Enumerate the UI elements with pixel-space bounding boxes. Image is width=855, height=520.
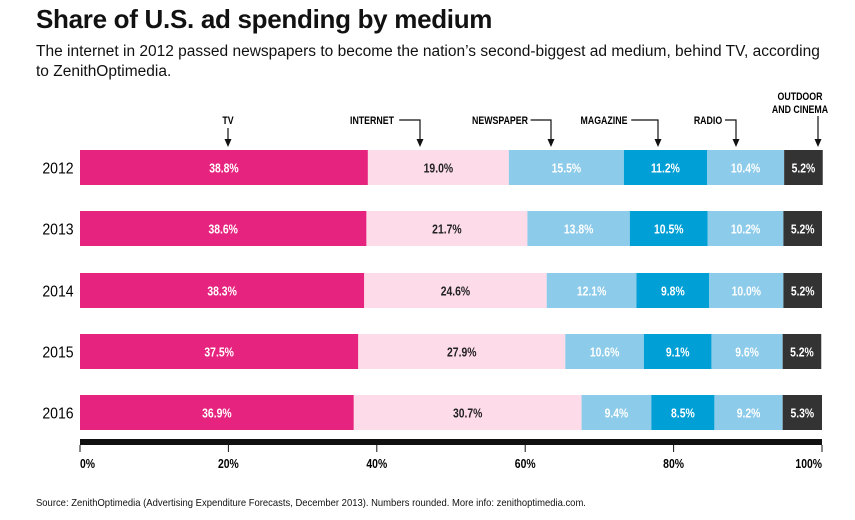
value-label: 11.2% [651, 161, 680, 175]
arrow-line [631, 119, 659, 140]
legend-label-radio: RADIO [694, 115, 723, 127]
arrow-head-icon [547, 139, 555, 147]
year-label: 2016 [42, 405, 73, 423]
bar-segment-magazine [636, 273, 710, 308]
bar-segment-outdoor-and-cinema [783, 211, 822, 246]
value-label: 37.5% [204, 345, 234, 359]
bar-segment-radio [709, 273, 784, 308]
value-label: 5.2% [791, 284, 815, 298]
bar-segment-radio [714, 395, 783, 430]
value-label: 5.2% [791, 222, 815, 236]
bar-segment-newspaper [527, 211, 630, 246]
x-tick-label: 0% [80, 457, 95, 471]
arrow-line [399, 119, 421, 140]
value-label: 27.9% [447, 345, 477, 359]
source-note: Source: ZenithOptimedia (Advertising Exp… [36, 497, 586, 509]
value-label: 30.7% [453, 406, 483, 420]
arrow-head-icon [814, 139, 822, 147]
bar-segment-radio [706, 150, 785, 185]
bar-segment-tv [80, 150, 368, 185]
bar-segment-outdoor-and-cinema [783, 273, 822, 308]
x-tick-label: 100% [795, 457, 822, 471]
bar-segment-magazine [629, 211, 708, 246]
bar-segment-newspaper [508, 150, 624, 185]
arrow-line [725, 119, 737, 140]
value-label: 9.4% [605, 406, 629, 420]
legend-label-magazine: MAGAZINE [581, 115, 628, 127]
bar-segment-tv [80, 334, 359, 369]
bar-segment-magazine [651, 395, 715, 430]
value-label: 10.6% [590, 345, 620, 359]
legend-label-cinema: AND CINEMA [772, 104, 828, 116]
value-label: 9.8% [661, 284, 685, 298]
year-label: 2015 [42, 344, 73, 362]
arrow-head-icon [416, 139, 424, 147]
bar-segment-internet [353, 395, 582, 430]
arrow-head-icon [654, 139, 662, 147]
bar-segment-tv [80, 395, 354, 430]
arrow-head-icon [732, 139, 740, 147]
bar-segment-tv [80, 273, 365, 308]
bar-segment-newspaper [546, 273, 637, 308]
bar-segment-newspaper [581, 395, 652, 430]
year-label: 2014 [42, 283, 73, 301]
bar-segment-newspaper [565, 334, 644, 369]
chart-title: Share of U.S. ad spending by medium [36, 4, 493, 34]
bar-segment-internet [358, 334, 566, 369]
value-label: 12.1% [577, 284, 607, 298]
value-label: 10.2% [731, 222, 761, 236]
value-label: 5.2% [790, 345, 814, 359]
bar-segment-internet [367, 150, 509, 185]
value-label: 38.8% [209, 161, 239, 175]
bar-segment-radio [707, 211, 784, 246]
value-label: 15.5% [552, 161, 582, 175]
legend-label-tv: TV [222, 115, 234, 127]
arrow-line [530, 119, 552, 140]
x-tick-label: 20% [218, 457, 239, 471]
legend-label-newspaper: NEWSPAPER [472, 115, 528, 127]
value-label: 10.4% [731, 161, 761, 175]
arrow-head-icon [224, 139, 232, 147]
value-label: 19.0% [424, 161, 454, 175]
bar-segment-radio [711, 334, 783, 369]
value-label: 38.3% [207, 284, 237, 298]
value-label: 10.5% [654, 222, 684, 236]
x-tick-label: 60% [515, 457, 536, 471]
legend-label-outdoor: OUTDOOR [778, 91, 823, 103]
value-label: 24.6% [441, 284, 471, 298]
value-label: 36.9% [202, 406, 232, 420]
value-label: 9.6% [735, 345, 759, 359]
x-axis-line [80, 439, 822, 445]
bar-segment-magazine [623, 150, 707, 185]
bar-segment-magazine [643, 334, 712, 369]
value-label: 9.2% [737, 406, 761, 420]
value-label: 13.8% [564, 222, 594, 236]
value-label: 38.6% [208, 222, 238, 236]
year-label: 2012 [42, 160, 73, 178]
bar-segment-internet [364, 273, 547, 308]
bar-segment-outdoor-and-cinema [784, 150, 823, 185]
value-label: 5.3% [790, 406, 814, 420]
value-label: 8.5% [671, 406, 695, 420]
value-label: 5.2% [792, 161, 816, 175]
year-label: 2013 [42, 221, 73, 239]
bar-segment-outdoor-and-cinema [782, 334, 822, 369]
chart-subtitle: The internet in 2012 passed newspapers t… [36, 43, 820, 80]
value-label: 9.1% [666, 345, 690, 359]
bar-segment-internet [366, 211, 528, 246]
legend-label-internet: INTERNET [350, 115, 394, 127]
x-tick-label: 80% [663, 457, 684, 471]
bar-segment-outdoor-and-cinema [782, 395, 822, 430]
value-label: 10.0% [732, 284, 762, 298]
x-tick-label: 40% [366, 457, 387, 471]
bar-segment-tv [80, 211, 367, 246]
value-label: 21.7% [432, 222, 462, 236]
